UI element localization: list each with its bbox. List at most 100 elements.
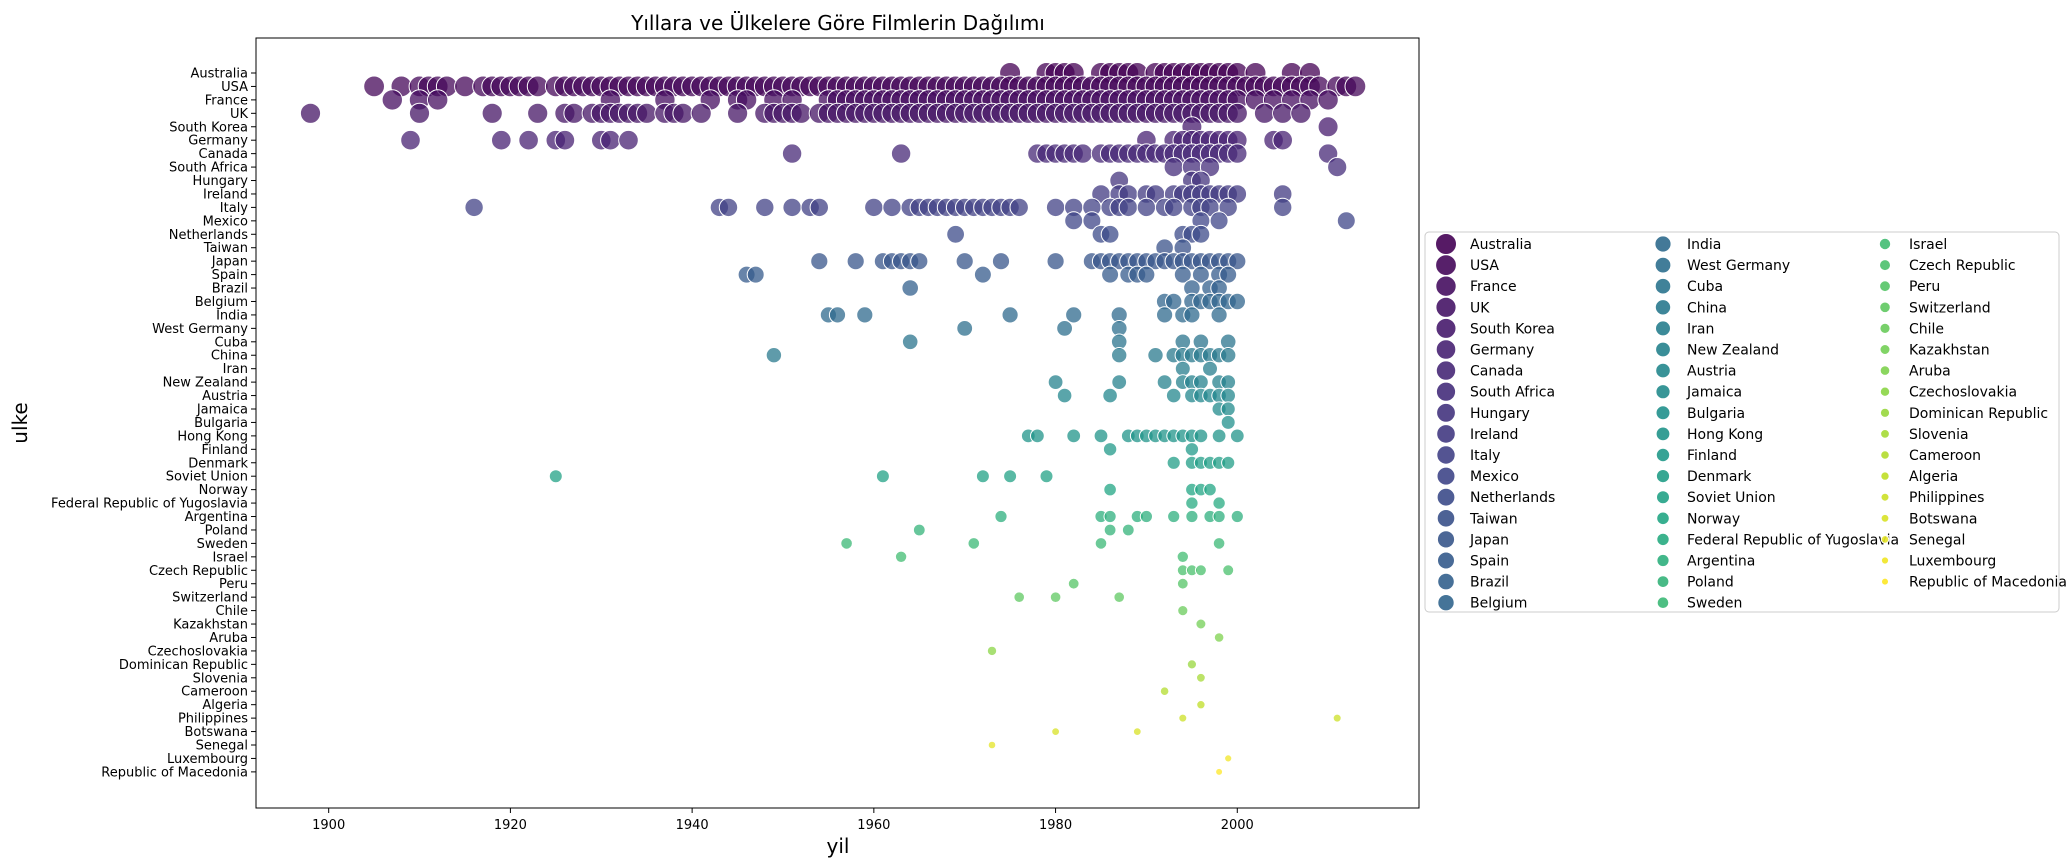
legend-marker xyxy=(1654,256,1672,274)
legend-label: New Zealand xyxy=(1687,343,1779,359)
legend-marker xyxy=(1436,445,1456,465)
legend-item: Hong Kong xyxy=(1655,426,1763,443)
legend-item: USA xyxy=(1435,254,1499,277)
legend-label: India xyxy=(1687,237,1721,253)
data-point xyxy=(1220,374,1237,391)
legend-item: Poland xyxy=(1656,575,1734,591)
data-point xyxy=(1111,374,1128,391)
data-point xyxy=(363,75,386,98)
x-tick-label: 1980 xyxy=(1039,818,1072,833)
data-point xyxy=(1222,564,1235,577)
data-point xyxy=(1228,292,1247,311)
data-point xyxy=(1317,89,1339,111)
legend-item: Brazil xyxy=(1437,572,1509,591)
data-point xyxy=(690,102,712,124)
data-point xyxy=(1213,632,1225,643)
data-point xyxy=(481,102,503,124)
data-point xyxy=(1211,428,1227,444)
data-point xyxy=(946,224,965,244)
data-point xyxy=(727,102,749,124)
legend-label: Peru xyxy=(1909,279,1940,295)
data-point xyxy=(1066,428,1082,444)
legend-label: Switzerland xyxy=(1909,300,1991,316)
data-point xyxy=(1195,618,1207,630)
data-point xyxy=(1226,102,1248,124)
legend-item: Argentina xyxy=(1656,553,1755,570)
data-point xyxy=(1082,211,1102,231)
legend-item: Republic of Macedonia xyxy=(1881,575,2067,591)
x-axis-label: yil xyxy=(827,834,850,858)
data-point xyxy=(1111,347,1128,364)
legend-label: Finland xyxy=(1687,448,1737,464)
data-point xyxy=(1194,564,1207,577)
y-tick-label: Dominican Republic xyxy=(119,658,248,673)
legend-marker xyxy=(1656,575,1670,588)
data-point xyxy=(991,252,1011,271)
data-point xyxy=(1209,211,1229,231)
y-tick-label: Hong Kong xyxy=(177,429,248,444)
data-point xyxy=(1253,102,1276,124)
y-tick-label: Finland xyxy=(202,443,248,458)
legend-item: Peru xyxy=(1879,279,1940,295)
data-point xyxy=(894,550,908,563)
legend-item: Belgium xyxy=(1437,594,1527,612)
legend-marker xyxy=(1881,577,1889,586)
legend-item: Cameroon xyxy=(1880,448,1981,464)
legend-item: South Korea xyxy=(1435,317,1555,339)
data-point xyxy=(1212,496,1226,510)
data-point xyxy=(810,252,829,271)
legend-marker xyxy=(1880,556,1890,565)
data-point xyxy=(1132,727,1142,736)
legend-item: UK xyxy=(1435,296,1490,318)
legend-marker xyxy=(1435,296,1457,318)
legend-item: Algeria xyxy=(1880,469,1958,485)
legend-label: Belgium xyxy=(1470,596,1527,612)
legend-item: Taiwan xyxy=(1436,509,1518,528)
data-point xyxy=(548,469,563,484)
y-tick-label: Senegal xyxy=(196,739,248,754)
legend-marker xyxy=(1656,553,1670,568)
data-point xyxy=(1290,102,1312,124)
data-point xyxy=(1103,482,1117,497)
legend-label: Israel xyxy=(1909,237,1947,253)
legend-item: Bulgaria xyxy=(1655,405,1745,422)
legend-label: Kazakhstan xyxy=(1909,343,1990,359)
legend-marker xyxy=(1655,341,1671,358)
legend-item: Chile xyxy=(1879,321,1944,337)
data-point xyxy=(1193,374,1209,391)
x-tick-label: 1960 xyxy=(857,818,890,833)
legend-item: Iran xyxy=(1655,320,1714,337)
data-point xyxy=(1064,211,1084,231)
data-point xyxy=(1229,428,1245,444)
legend-item: Norway xyxy=(1656,511,1740,527)
legend-label: Chile xyxy=(1909,321,1944,337)
data-point xyxy=(1273,197,1293,218)
legend-label: Denmark xyxy=(1687,469,1752,485)
legend-label: Sweden xyxy=(1687,596,1742,612)
y-tick-label: Czechoslovakia xyxy=(148,644,248,659)
legend-label: Soviet Union xyxy=(1687,490,1776,506)
data-point xyxy=(840,537,853,550)
legend-item: Czechoslovakia xyxy=(1879,385,2017,401)
legend-marker xyxy=(1656,490,1670,505)
data-point xyxy=(427,89,449,111)
legend-label: USA xyxy=(1470,258,1499,274)
legend-marker xyxy=(1880,471,1890,481)
legend-marker xyxy=(1654,235,1672,253)
y-tick-label: Sweden xyxy=(197,537,248,552)
legend-item: Luxembourg xyxy=(1880,554,1996,570)
data-point xyxy=(994,509,1008,524)
legend-label: Hungary xyxy=(1470,406,1530,422)
y-tick-label: Cuba xyxy=(214,335,248,350)
data-point xyxy=(1094,537,1108,550)
data-point xyxy=(636,102,658,124)
legend-marker xyxy=(1879,344,1891,355)
legend-marker xyxy=(1655,405,1671,421)
data-point xyxy=(967,537,981,550)
data-point xyxy=(975,469,990,484)
legend-item: Mexico xyxy=(1436,466,1519,486)
legend-item: Spain xyxy=(1437,551,1509,570)
data-point xyxy=(491,129,512,151)
data-point xyxy=(1220,347,1237,364)
y-tick-label: Bulgaria xyxy=(194,416,248,431)
